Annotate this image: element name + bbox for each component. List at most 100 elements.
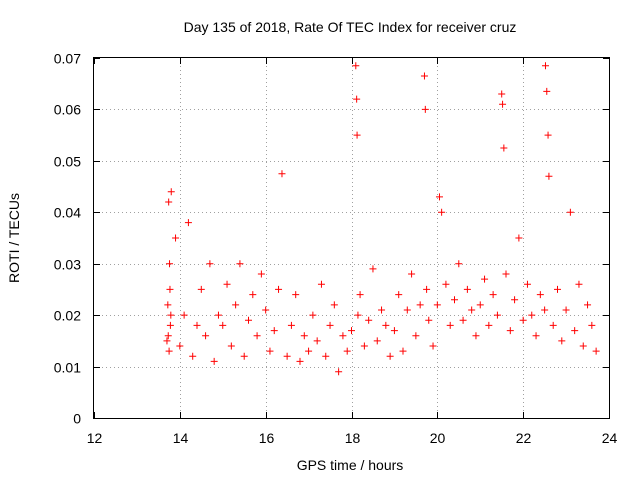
x-tick-label: 24	[602, 430, 618, 446]
data-point	[189, 352, 197, 360]
data-point	[429, 342, 437, 350]
data-point	[245, 316, 252, 324]
data-point	[202, 332, 210, 340]
data-point	[193, 321, 201, 329]
data-point	[236, 260, 244, 268]
data-point	[166, 321, 174, 329]
data-point	[176, 342, 184, 350]
data-point	[167, 188, 175, 196]
data-point	[511, 296, 519, 304]
data-point	[180, 311, 188, 319]
data-point	[330, 301, 338, 309]
data-point	[584, 301, 592, 309]
data-point	[489, 291, 497, 299]
data-point	[476, 301, 484, 309]
x-tick-label: 18	[345, 430, 361, 446]
data-point	[544, 131, 552, 139]
y-tick-label: 0.02	[54, 308, 81, 324]
data-point	[420, 72, 428, 80]
data-point	[408, 270, 416, 278]
data-point	[463, 285, 471, 293]
data-point	[214, 311, 222, 319]
data-point	[165, 198, 173, 206]
data-point	[309, 311, 317, 319]
data-point	[543, 87, 551, 95]
data-point	[166, 285, 174, 293]
data-point	[571, 327, 579, 335]
data-point	[166, 260, 174, 268]
data-point	[446, 321, 454, 329]
data-point	[493, 311, 501, 319]
y-tick-label: 0.07	[54, 51, 81, 67]
data-point	[292, 291, 300, 299]
data-point	[399, 347, 407, 355]
data-point	[588, 321, 596, 329]
data-point	[165, 347, 173, 355]
data-point	[472, 332, 480, 340]
data-point	[223, 280, 231, 288]
data-point	[278, 170, 286, 178]
data-point	[515, 234, 523, 242]
data-point	[416, 301, 424, 309]
data-point	[339, 332, 347, 340]
data-point	[378, 306, 386, 314]
data-point	[296, 357, 304, 365]
data-point	[500, 144, 508, 152]
data-point	[506, 327, 514, 335]
x-axis-title: GPS time / hours	[297, 457, 404, 473]
data-point	[468, 306, 476, 314]
y-tick-label: 0	[73, 411, 81, 427]
x-tick-label: 12	[87, 430, 103, 446]
chart-title: Day 135 of 2018, Rate Of TEC Index for r…	[184, 19, 517, 35]
data-point	[365, 316, 373, 324]
x-tick-label: 22	[516, 430, 532, 446]
data-point	[164, 301, 172, 309]
data-point	[353, 95, 361, 103]
data-point	[240, 352, 248, 360]
data-point	[317, 280, 325, 288]
data-point	[519, 316, 527, 324]
data-point	[300, 332, 308, 340]
data-point	[532, 332, 540, 340]
data-point	[210, 357, 218, 365]
grid-lines	[94, 58, 609, 418]
data-point	[382, 321, 390, 329]
data-point	[257, 270, 265, 278]
data-point	[403, 306, 411, 314]
y-axis-title: ROTI / TECUs	[6, 193, 22, 283]
data-point	[435, 193, 443, 201]
data-point	[459, 316, 467, 324]
y-tick-label: 0.05	[54, 154, 81, 170]
data-point	[356, 291, 364, 299]
data-point	[219, 321, 227, 329]
data-point	[390, 327, 398, 335]
data-point	[498, 90, 506, 98]
data-point	[343, 347, 351, 355]
y-tick-label: 0.06	[54, 102, 81, 118]
data-point	[502, 270, 510, 278]
x-tick-label: 16	[259, 430, 275, 446]
data-point	[172, 234, 180, 242]
data-point	[421, 105, 429, 113]
data-point	[566, 208, 574, 216]
data-point	[326, 321, 334, 329]
data-point	[541, 306, 549, 314]
data-point	[575, 280, 583, 288]
data-point	[353, 131, 361, 139]
y-tick-label: 0.04	[54, 205, 81, 221]
data-point	[287, 321, 295, 329]
data-point	[438, 208, 446, 216]
data-point	[232, 301, 240, 309]
data-point	[283, 352, 291, 360]
data-point	[549, 321, 557, 329]
x-tick-label: 14	[173, 430, 189, 446]
data-point	[485, 321, 493, 329]
data-point	[262, 306, 270, 314]
data-point	[167, 311, 175, 319]
data-point	[433, 301, 441, 309]
data-point	[523, 280, 531, 288]
data-point	[373, 337, 381, 345]
data-point	[354, 311, 362, 319]
data-point	[184, 219, 192, 227]
